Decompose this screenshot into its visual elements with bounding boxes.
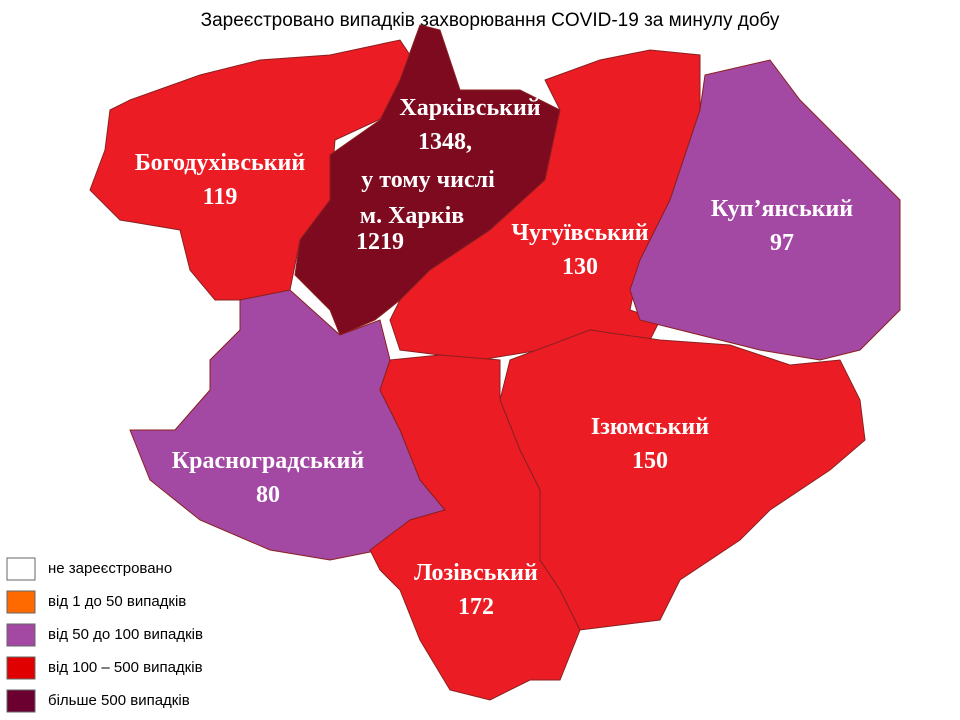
legend-label: від 50 до 100 випадків [48, 626, 203, 643]
region-value: 150 [632, 448, 668, 474]
city-value: 1219 [356, 229, 404, 255]
region-name: Красноградський [172, 448, 365, 474]
region-value: 97 [770, 230, 794, 256]
region-value: 172 [458, 594, 494, 620]
region-value: 80 [256, 482, 280, 508]
region-name: Богодухівський [135, 150, 306, 176]
legend-swatch [6, 557, 36, 581]
region [369, 354, 581, 701]
region-name: Ізюмський [591, 414, 709, 440]
region-name: Чугуївський [511, 220, 648, 246]
legend-swatch [6, 656, 36, 680]
map-title: Зареєстровано випадків захворювання COVI… [201, 10, 780, 31]
region-value: 119 [203, 184, 238, 210]
region-note: у тому числі [361, 167, 495, 193]
legend-label: від 100 – 500 випадків [48, 659, 203, 676]
region-name: Лозівський [414, 560, 538, 586]
region-name: Харківський [399, 95, 540, 121]
region [629, 59, 901, 361]
region-value: 1348, [418, 129, 472, 155]
legend-swatch [6, 623, 36, 647]
legend-label: від 1 до 50 випадків [48, 593, 186, 610]
region-name: Куп’янський [711, 196, 853, 222]
region [294, 24, 561, 336]
legend-label: не зареєстровано [48, 560, 172, 577]
legend-label: більше 500 випадків [48, 692, 190, 709]
legend-swatch [6, 689, 36, 713]
city-name: м. Харків [360, 203, 465, 229]
legend-swatch [6, 590, 36, 614]
region-value: 130 [562, 254, 598, 280]
